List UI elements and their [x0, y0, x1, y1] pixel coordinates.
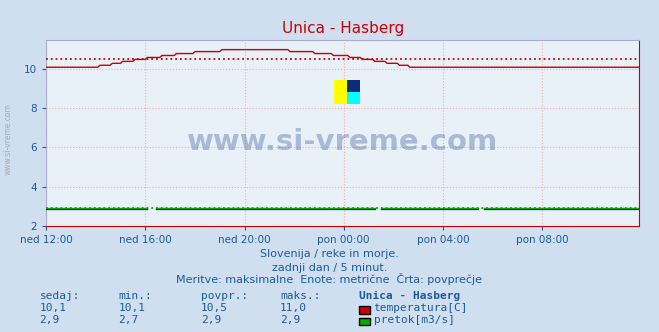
- Text: maks.:: maks.:: [280, 291, 320, 301]
- Text: min.:: min.:: [119, 291, 152, 301]
- Text: Unica - Hasberg: Unica - Hasberg: [359, 291, 461, 301]
- Text: zadnji dan / 5 minut.: zadnji dan / 5 minut.: [272, 263, 387, 273]
- Bar: [347, 80, 360, 92]
- Text: povpr.:: povpr.:: [201, 291, 248, 301]
- Text: www.si-vreme.com: www.si-vreme.com: [4, 104, 13, 175]
- Title: Unica - Hasberg: Unica - Hasberg: [281, 21, 404, 36]
- Bar: [334, 80, 347, 104]
- Bar: [347, 92, 360, 104]
- Text: pretok[m3/s]: pretok[m3/s]: [374, 315, 455, 325]
- Text: 10,5: 10,5: [201, 303, 228, 313]
- Text: 2,9: 2,9: [280, 315, 301, 325]
- Text: 10,1: 10,1: [40, 303, 67, 313]
- Text: 10,1: 10,1: [119, 303, 146, 313]
- Text: www.si-vreme.com: www.si-vreme.com: [187, 128, 498, 156]
- Text: 11,0: 11,0: [280, 303, 307, 313]
- Text: temperatura[C]: temperatura[C]: [374, 303, 468, 313]
- Text: sedaj:: sedaj:: [40, 291, 80, 301]
- Text: 2,9: 2,9: [40, 315, 60, 325]
- Text: 2,7: 2,7: [119, 315, 139, 325]
- Text: 2,9: 2,9: [201, 315, 221, 325]
- Text: Slovenija / reke in morje.: Slovenija / reke in morje.: [260, 249, 399, 259]
- Text: Meritve: maksimalne  Enote: metrične  Črta: povprečje: Meritve: maksimalne Enote: metrične Črta…: [177, 273, 482, 285]
